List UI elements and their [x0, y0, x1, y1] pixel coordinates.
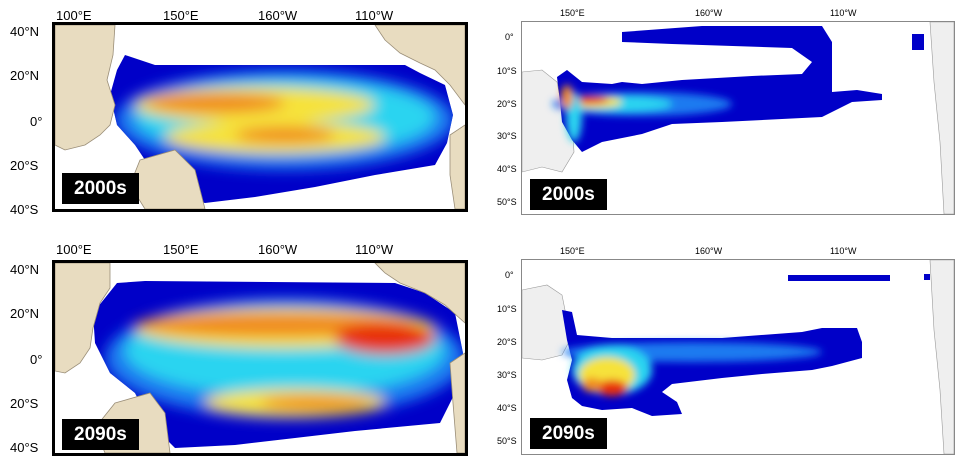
lat-label-20s: 20°S: [10, 158, 39, 173]
lat-label-30s: 30°S: [497, 131, 517, 141]
lat-label-40n: 40°N: [10, 24, 40, 39]
lat-label-40s: 40°S: [497, 164, 517, 174]
lat-label-20s: 20°S: [10, 396, 39, 411]
lat-label-30s: 30°S: [497, 370, 517, 380]
lon-label-160w: 160°W: [258, 8, 298, 23]
lat-label-0: 0°: [505, 270, 514, 280]
heat-layer: [93, 281, 463, 448]
lon-label-110w: 110°W: [355, 242, 394, 257]
period-badge: 2000s: [62, 173, 139, 204]
landmass: [522, 22, 954, 214]
lon-label-160w: 160°W: [258, 242, 298, 257]
lat-label-20s: 20°S: [497, 99, 517, 109]
lat-label-0: 0°: [505, 32, 514, 42]
heat-layer: [552, 26, 924, 152]
lon-label-150e: 150°E: [560, 8, 585, 18]
lon-label-110w: 110°W: [355, 8, 394, 23]
lon-label-100e: 100°E: [56, 242, 92, 257]
lat-label-10s: 10°S: [497, 66, 517, 76]
lat-label-0: 0°: [30, 352, 43, 367]
lat-label-50s: 50°S: [497, 197, 517, 207]
lat-label-20s: 20°S: [497, 337, 517, 347]
lon-label-150e: 150°E: [163, 242, 199, 257]
heat-layer: [110, 55, 453, 203]
lat-label-10s: 10°S: [497, 304, 517, 314]
map-canvas: [52, 260, 468, 456]
lat-label-20n: 20°N: [10, 68, 40, 83]
lat-label-40s: 40°S: [10, 440, 39, 455]
lat-label-40s: 40°S: [10, 202, 39, 217]
lon-label-160w: 160°W: [695, 246, 723, 256]
period-badge: 2000s: [530, 179, 607, 210]
lon-label-110w: 110°W: [830, 8, 857, 18]
period-badge: 2090s: [530, 418, 607, 449]
lat-label-40s: 40°S: [497, 403, 517, 413]
heat-layer: [562, 274, 930, 416]
map-canvas: [52, 22, 468, 212]
lon-label-150e: 150°E: [560, 246, 585, 256]
lon-label-100e: 100°E: [56, 8, 92, 23]
lat-label-20n: 20°N: [10, 306, 40, 321]
map-canvas: [521, 259, 955, 455]
lat-label-50s: 50°S: [497, 436, 517, 446]
lon-label-160w: 160°W: [695, 8, 723, 18]
lon-label-150e: 150°E: [163, 8, 199, 23]
lon-label-110w: 110°W: [830, 246, 857, 256]
landmass: [522, 260, 954, 454]
lat-label-40n: 40°N: [10, 262, 40, 277]
period-badge: 2090s: [62, 419, 139, 450]
lat-label-0: 0°: [30, 114, 43, 129]
landmass: [55, 25, 465, 209]
